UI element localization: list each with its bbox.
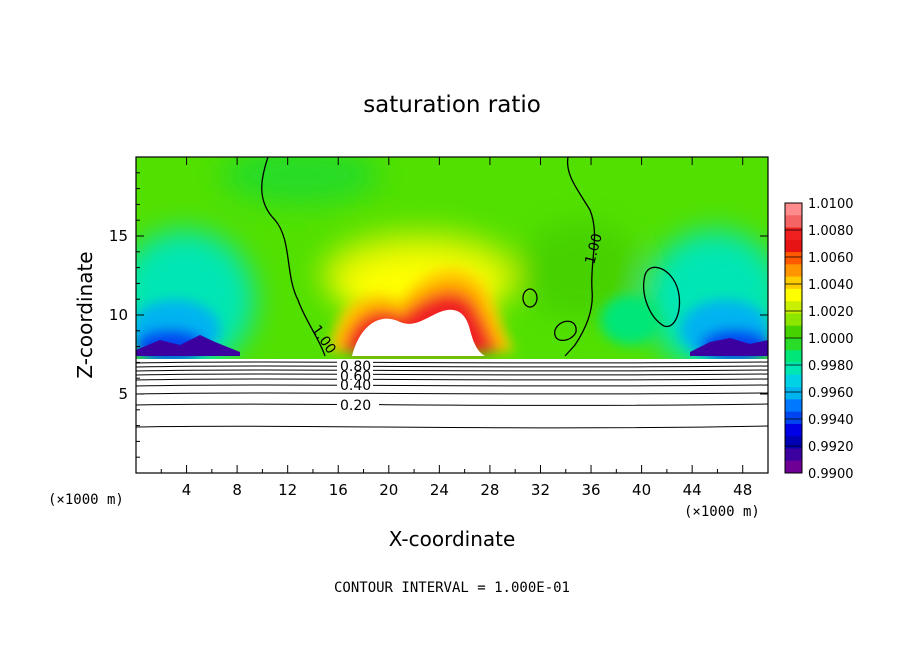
colorbar-swatch	[785, 436, 802, 449]
colorbar-swatch	[785, 374, 802, 388]
chart-title: saturation ratio	[363, 92, 541, 118]
contour-label-upper-right: 1.00	[582, 232, 606, 266]
colorbar-swatch	[785, 301, 802, 314]
colorbar-swatch	[785, 423, 802, 437]
colorbar-swatch	[785, 313, 802, 327]
colorbar-swatch	[785, 264, 802, 278]
colorbar-swatch	[785, 387, 802, 400]
colorbar-label: 1.0020	[808, 305, 854, 320]
x-tick-label: 24	[430, 481, 449, 499]
colorbar-swatch	[785, 288, 802, 302]
colorbar-swatch	[785, 252, 802, 265]
colorbar-label: 1.0000	[808, 332, 854, 347]
colorbar-label: 0.9920	[808, 440, 854, 455]
contour-label-080: 0.80	[340, 359, 371, 375]
colorbar-label: 1.0040	[808, 278, 854, 293]
colorbar-label: 0.9960	[808, 386, 854, 401]
x-unit-left: (×1000 m)	[48, 492, 124, 508]
colorbar-swatch	[785, 203, 802, 216]
colorbar-swatch	[785, 276, 802, 290]
colorbar-label: 0.9900	[808, 467, 854, 482]
y-tick-label: 10	[109, 306, 128, 324]
colorbar-swatch	[785, 411, 802, 425]
contour-lines	[135, 359, 769, 473]
colorbar-swatch	[785, 215, 802, 229]
colorbar-swatch	[785, 448, 802, 462]
colorbar-swatch	[785, 362, 802, 376]
contour-label-020: 0.20	[340, 398, 371, 414]
x-tick-label: 32	[531, 481, 550, 499]
colorbar-swatch	[785, 399, 802, 413]
x-tick-label: 16	[329, 481, 348, 499]
colorbar-labels: 1.0100 1.0080 1.0060 1.0040 1.0020 1.0000 0.99…	[785, 197, 854, 482]
y-axis-label: Z-coordinate	[73, 251, 97, 378]
colorbar-label: 1.0060	[808, 251, 854, 266]
colorbar-swatch	[785, 338, 802, 351]
x-axis-label: X-coordinate	[389, 527, 516, 551]
x-tick-label: 20	[379, 481, 398, 499]
y-tick-label: 5	[118, 385, 128, 403]
colorbar-swatch	[785, 239, 802, 253]
colorbar-label: 0.9940	[808, 413, 854, 428]
x-tick-label: 8	[232, 481, 242, 499]
colorbar-label: 1.0100	[808, 197, 854, 212]
x-tick-label: 36	[581, 481, 600, 499]
x-tick-label: 28	[480, 481, 499, 499]
colorbar-label: 1.0080	[808, 224, 854, 239]
x-tick-label: 48	[733, 481, 752, 499]
x-tick-label: 40	[632, 481, 651, 499]
x-tick-label: 4	[182, 481, 192, 499]
x-tick-label: 44	[683, 481, 702, 499]
colorbar-swatch	[785, 325, 802, 339]
y-axis: 5 10 15	[109, 172, 768, 458]
colorbar-swatch	[785, 460, 802, 474]
x-axis: 4 8 12 16 20 24 28 32 36 40 44 48	[160, 157, 752, 499]
x-tick-label: 12	[278, 481, 297, 499]
colorbar	[785, 203, 802, 474]
contour-interval-note: CONTOUR INTERVAL = 1.000E-01	[334, 580, 570, 596]
colorbar-swatch	[785, 350, 802, 364]
contour-label-040: 0.40	[340, 378, 371, 394]
x-unit-right: (×1000 m)	[684, 504, 760, 520]
saturation-field	[136, 157, 768, 359]
y-tick-label: 15	[109, 227, 128, 245]
colorbar-swatch	[785, 227, 802, 241]
colorbar-label: 0.9980	[808, 359, 854, 374]
